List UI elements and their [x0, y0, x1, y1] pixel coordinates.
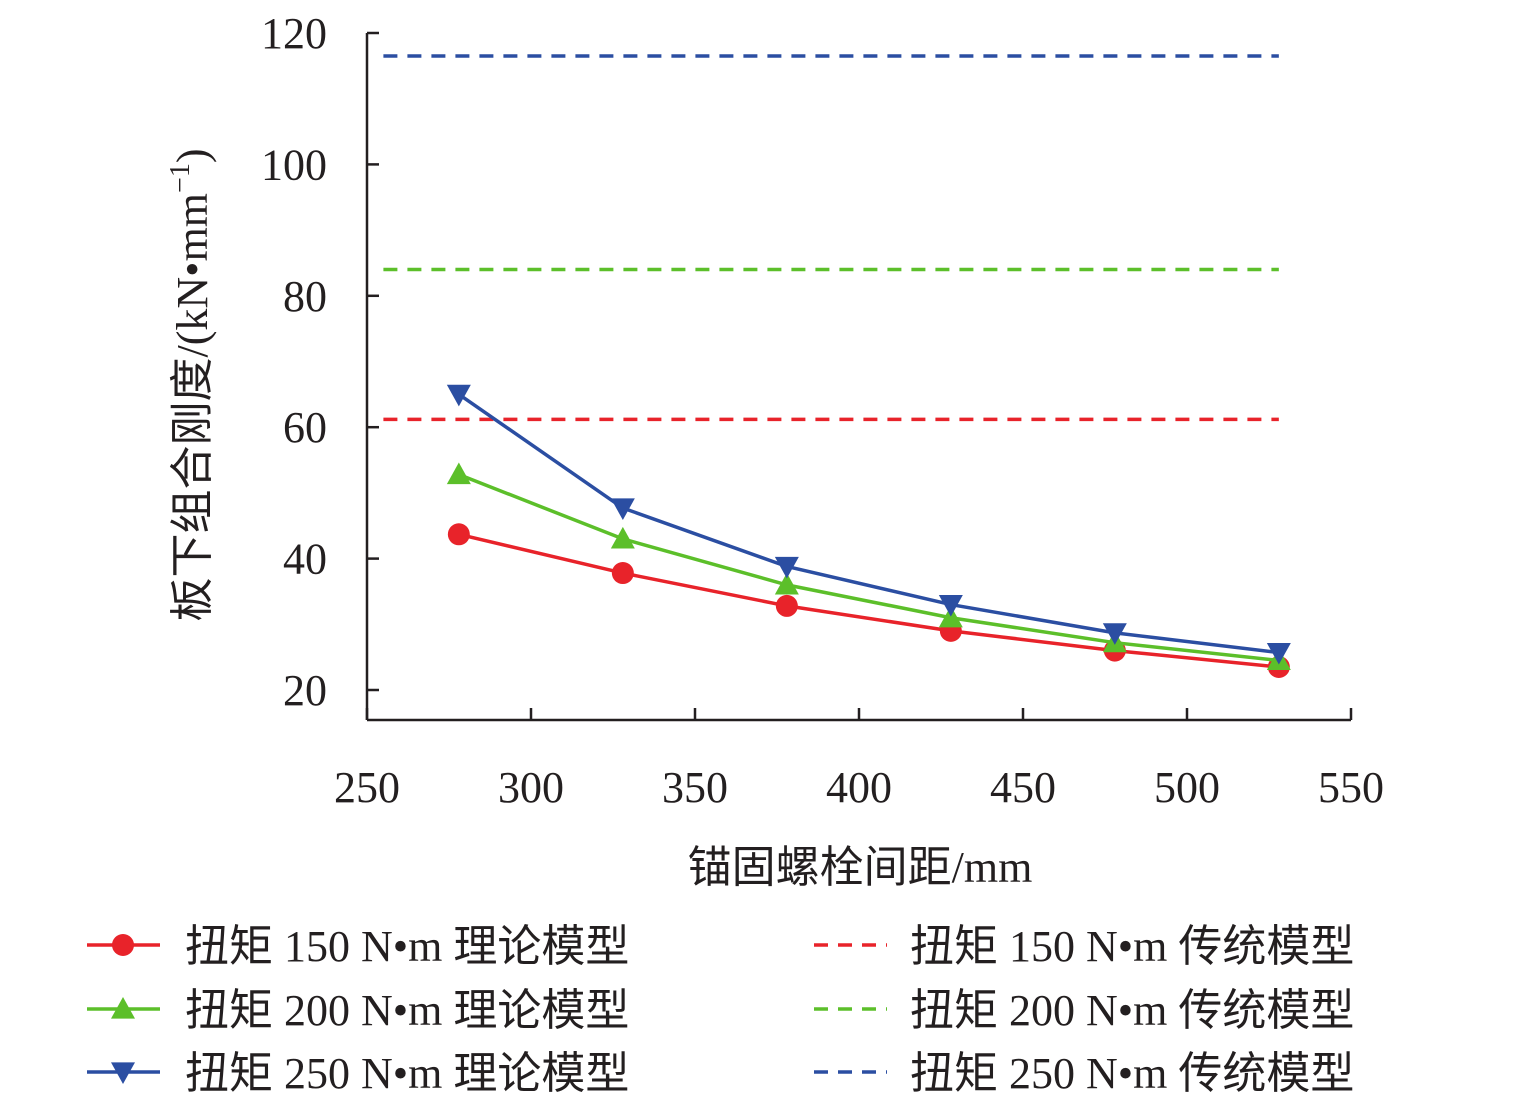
y-tick-label: 40	[283, 535, 327, 584]
series-3	[446, 384, 1291, 665]
data-point	[1266, 642, 1291, 665]
x-tick-label: 500	[1154, 763, 1220, 812]
data-point	[774, 572, 799, 595]
legend-label: 扭矩 250 N•m 理论模型	[185, 1049, 629, 1098]
legend-swatch-marker	[112, 934, 134, 956]
series-line-3	[457, 392, 1280, 655]
data-point	[446, 384, 471, 407]
y-axis-title-superscript: −1	[165, 163, 196, 193]
axes: 20 40 60 80 100 120 250 300 350 400 450 500 550	[261, 9, 1384, 812]
data-point	[1102, 623, 1127, 645]
legend-item-series-3: 扭矩 250 N•m 理论模型	[87, 1049, 629, 1098]
legend-item-reference-2: 扭矩 200 N•m 传统模型	[814, 986, 1354, 1035]
x-tick-label: 350	[662, 763, 728, 812]
legend-swatch-marker	[111, 997, 135, 1019]
x-tick-label: 450	[990, 763, 1056, 812]
legend-item-series-2: 扭矩 200 N•m 理论模型	[87, 986, 629, 1035]
x-axis-title: 锚固螺栓间距/mm	[688, 843, 1033, 892]
data-point	[938, 594, 963, 617]
data-point	[447, 523, 470, 546]
series-line-2	[458, 472, 1280, 663]
plot-area	[383, 54, 1291, 679]
legend-item-reference-3: 扭矩 250 N•m 传统模型	[814, 1049, 1354, 1098]
y-tick-label: 100	[261, 140, 327, 189]
data-point	[446, 462, 471, 485]
legend-label: 扭矩 200 N•m 传统模型	[910, 986, 1354, 1035]
data-point	[610, 526, 635, 549]
x-tick-label: 250	[334, 763, 400, 812]
legend-item-reference-1: 扭矩 150 N•m 传统模型	[814, 922, 1354, 971]
data-point	[774, 556, 799, 579]
legend-item-series-1: 扭矩 150 N•m 理论模型	[87, 922, 629, 971]
x-tick-label: 400	[826, 763, 892, 812]
legend-swatch-marker	[111, 1062, 135, 1084]
x-tick-label: 300	[498, 763, 564, 812]
y-tick-label: 60	[283, 403, 327, 452]
y-axis-title-close: )	[168, 149, 217, 164]
data-point	[610, 498, 635, 521]
y-axis-title-main: 板下组合刚度/(kN•mm	[168, 193, 217, 622]
y-tick-label: 20	[283, 666, 327, 715]
legend-label: 扭矩 150 N•m 理论模型	[185, 922, 629, 971]
data-point	[611, 562, 634, 585]
data-point	[775, 594, 798, 617]
legend-label: 扭矩 150 N•m 传统模型	[910, 922, 1354, 971]
y-tick-label: 80	[283, 272, 327, 321]
legend-label: 扭矩 200 N•m 理论模型	[185, 986, 629, 1035]
series-line-1	[458, 532, 1280, 669]
x-ticks: 250 300 350 400 450 500 550	[334, 708, 1384, 812]
y-axis-title: 板下组合刚度/(kN•mm−1)	[165, 149, 217, 622]
x-tick-label: 550	[1318, 763, 1384, 812]
y-tick-label: 120	[261, 9, 327, 58]
legend-label: 扭矩 250 N•m 传统模型	[910, 1049, 1354, 1098]
y-ticks: 20 40 60 80 100 120	[261, 9, 379, 715]
